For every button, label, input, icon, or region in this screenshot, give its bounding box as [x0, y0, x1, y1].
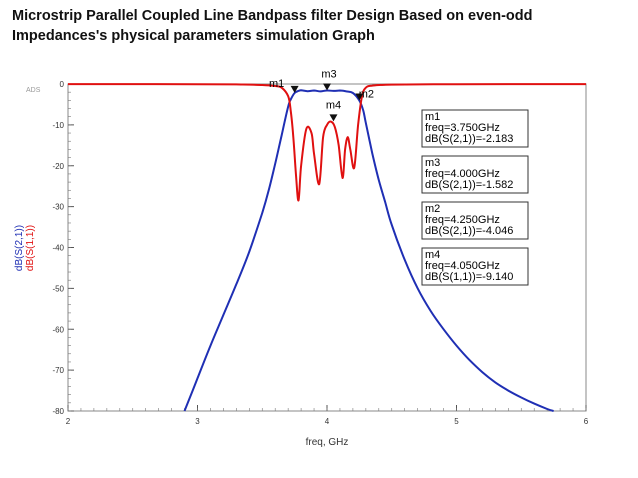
y-tick-label: -10 [52, 121, 64, 130]
marker-m1-triangle [290, 85, 299, 93]
readout-m4-line: dB(S(1,1))=-9.140 [425, 271, 513, 283]
readout-m1-box [421, 109, 529, 148]
slide-title: Microstrip Parallel Coupled Line Bandpas… [12, 8, 533, 44]
x-tick-label: 2 [66, 417, 71, 426]
readout-m1-line: dB(S(2,1))=-2.183 [425, 133, 513, 145]
marker-readouts: m1freq=3.750GHzdB(S(2,1))=-2.183m3freq=4… [421, 109, 529, 286]
y-tick-label: -80 [52, 407, 64, 416]
readout-m3-line: freq=4.000GHz [425, 168, 500, 180]
marker-m4-label: m4 [326, 99, 341, 111]
marker-layer: m1 m3 m2 m4 [269, 68, 374, 122]
marker-m2-label: m2 [359, 89, 374, 101]
y-axis-label-s11: dB(S(1,1)) [25, 225, 36, 271]
x-tick-label: 3 [195, 417, 200, 426]
y-tick-label: -70 [52, 366, 64, 375]
readout-m3-box [421, 155, 529, 194]
y-axis-label-s21: dB(S(2,1)) [14, 225, 25, 271]
marker-m3-label: m3 [321, 68, 336, 80]
marker-m4-triangle [329, 114, 338, 122]
marker-m2-triangle [355, 93, 364, 101]
readout-m4-line: freq=4.050GHz [425, 260, 500, 272]
readout-m1-line: freq=3.750GHz [425, 122, 500, 134]
ads-watermark: ADS [26, 87, 41, 94]
readout-m2-box [421, 201, 529, 240]
x-tick-label: 5 [454, 417, 459, 426]
x-axis-label: freq, GHz [306, 437, 349, 448]
axis-ticks: 2 3 4 5 6 0 -10 -20 -30 -40 -50 -60 -70 -80 [52, 80, 588, 426]
y-tick-label: -30 [52, 203, 64, 212]
readout-m2-line: dB(S(2,1))=-4.046 [425, 225, 513, 237]
x-tick-label: 4 [325, 417, 330, 426]
readout-m1-line: m1 [425, 111, 440, 123]
series-layer [68, 83, 586, 412]
readout-m2-line: freq=4.250GHz [425, 214, 500, 226]
y-tick-label: -20 [52, 162, 64, 171]
y-tick-label: 0 [60, 80, 65, 89]
x-tick-label: 6 [584, 417, 589, 426]
marker-m1-label: m1 [269, 78, 284, 90]
readout-m3-line: dB(S(2,1))=-1.582 [425, 179, 513, 191]
readout-m2-line: m2 [425, 203, 440, 215]
y-tick-label: -50 [52, 284, 64, 293]
y-tick-label: -40 [52, 244, 64, 253]
y-tick-label: -60 [52, 325, 64, 334]
readout-m3-line: m3 [425, 157, 440, 169]
readout-m4-box [421, 247, 529, 286]
readout-m4-line: m4 [425, 249, 440, 261]
series-s11-line [68, 83, 586, 202]
series-s21-line [183, 89, 554, 412]
marker-m3-triangle [323, 83, 331, 91]
